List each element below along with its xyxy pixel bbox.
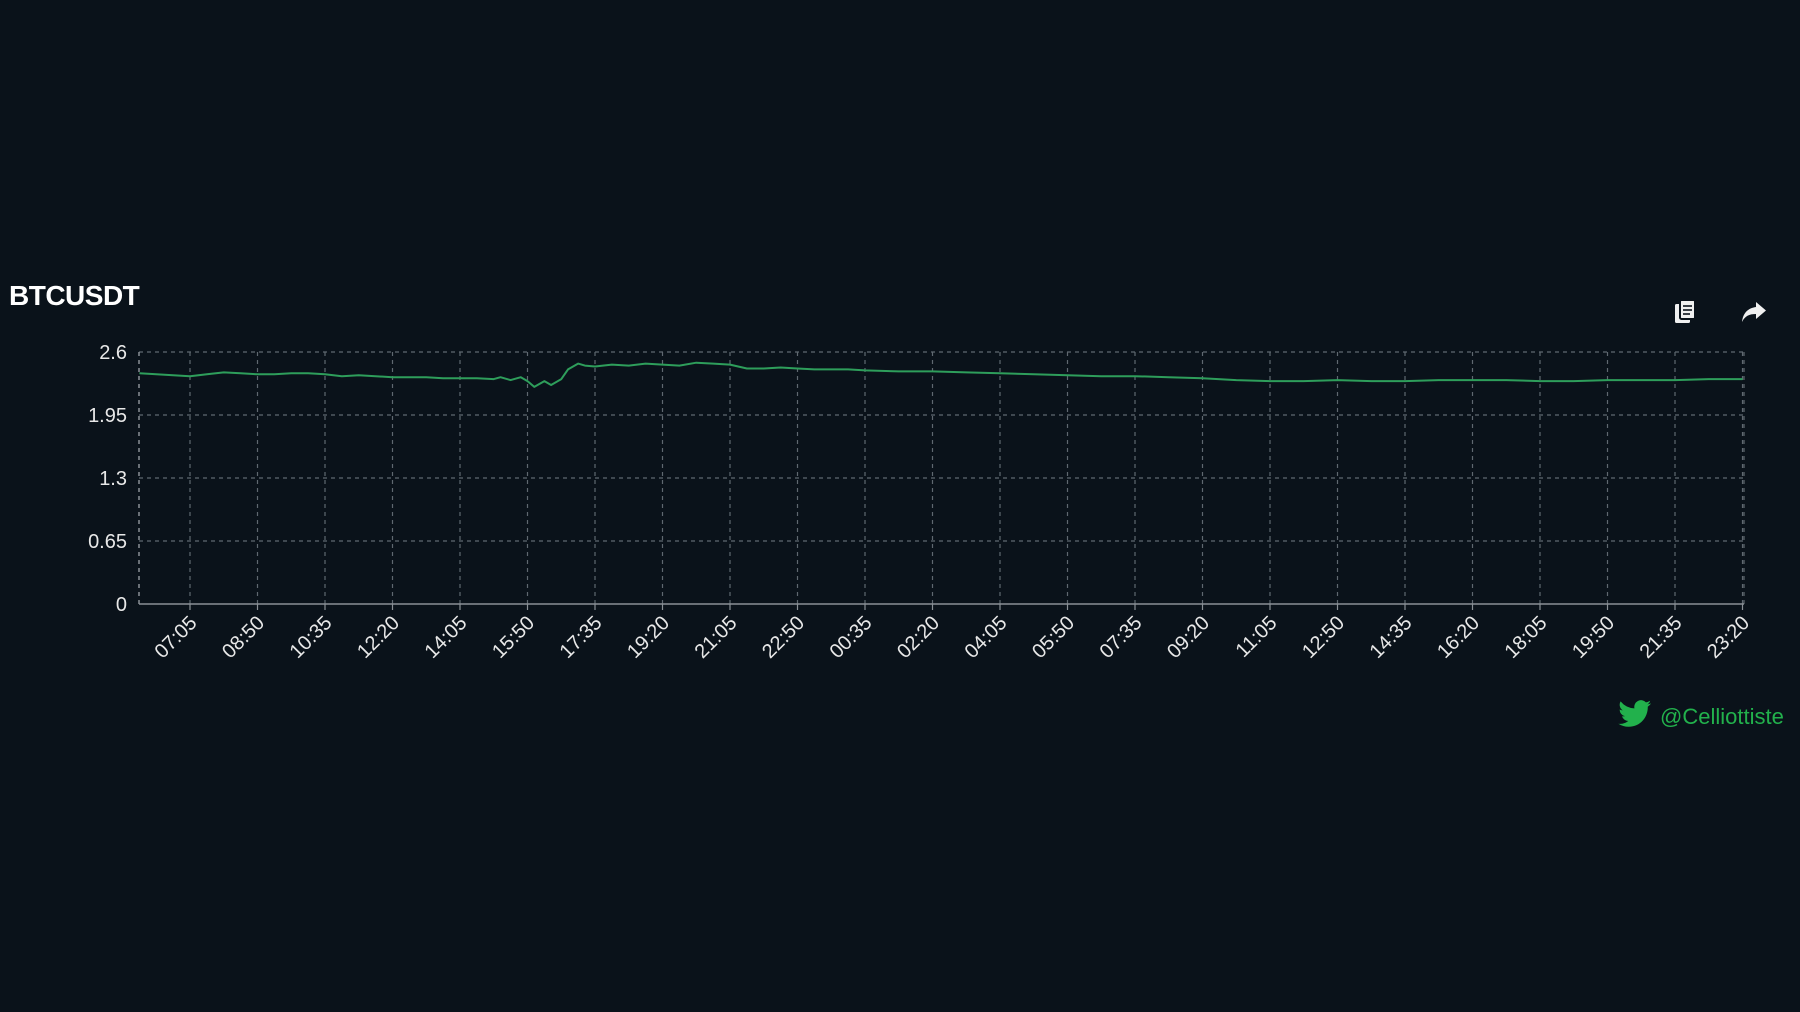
share-button[interactable] xyxy=(1738,296,1770,328)
x-axis-ticks: 07:05 08:50 10:35 12:20 14:05 15:50 17:35 19:20… xyxy=(151,612,1754,663)
x-tick-label: 23:20 xyxy=(1703,612,1754,663)
x-tick-label: 12:50 xyxy=(1298,612,1349,663)
x-tick-label: 16:20 xyxy=(1433,612,1484,663)
x-tick-label: 14:05 xyxy=(421,612,472,663)
y-tick-label: 0.65 xyxy=(88,531,127,553)
series-line xyxy=(139,361,1743,388)
x-tick-label: 17:35 xyxy=(556,612,607,663)
x-tick-label: 07:05 xyxy=(151,612,202,663)
x-tick-label: 08:50 xyxy=(218,612,269,663)
x-tick-label: 07:35 xyxy=(1096,612,1147,663)
y-tick-label: 2.6 xyxy=(99,342,127,364)
twitter-handle: @Celliottiste xyxy=(1660,703,1784,729)
x-tick-label: 21:05 xyxy=(691,612,742,663)
y-tick-label: 0 xyxy=(116,594,127,616)
x-tick-label: 14:35 xyxy=(1366,612,1417,663)
chart-series xyxy=(139,361,1743,388)
x-tick-label: 19:50 xyxy=(1568,612,1619,663)
chart-axes xyxy=(138,352,1744,610)
x-tick-label: 00:35 xyxy=(826,612,877,663)
x-tick-label: 10:35 xyxy=(286,612,337,663)
chart-grid xyxy=(139,351,1745,604)
x-tick-label: 18:05 xyxy=(1501,612,1552,663)
copy-icon xyxy=(1674,299,1698,325)
chart-title: BTCUSDT xyxy=(9,280,140,311)
x-tick-label: 19:20 xyxy=(623,612,674,663)
x-tick-label: 15:50 xyxy=(488,612,539,663)
copy-button[interactable] xyxy=(1670,296,1702,328)
x-tick-label: 21:35 xyxy=(1636,612,1687,663)
x-tick-label: 09:20 xyxy=(1163,612,1214,663)
y-tick-label: 1.3 xyxy=(99,468,127,490)
y-tick-label: 1.95 xyxy=(88,405,127,427)
chart: 2.6 1.95 1.3 0.65 0 07:05 08:50 10:35 12:20 14:0… xyxy=(88,342,1754,663)
y-axis-ticks: 2.6 1.95 1.3 0.65 0 xyxy=(88,342,127,616)
twitter-bird-icon xyxy=(1618,700,1652,733)
x-tick-label: 02:20 xyxy=(893,612,944,663)
twitter-credit-link[interactable]: @Celliottiste xyxy=(1618,700,1784,733)
share-icon xyxy=(1741,301,1767,323)
x-tick-label: 04:05 xyxy=(961,612,1012,663)
x-tick-label: 22:50 xyxy=(758,612,809,663)
x-tick-label: 12:20 xyxy=(353,612,404,663)
x-tick-label: 05:50 xyxy=(1028,612,1079,663)
x-tick-label: 11:05 xyxy=(1232,612,1282,662)
